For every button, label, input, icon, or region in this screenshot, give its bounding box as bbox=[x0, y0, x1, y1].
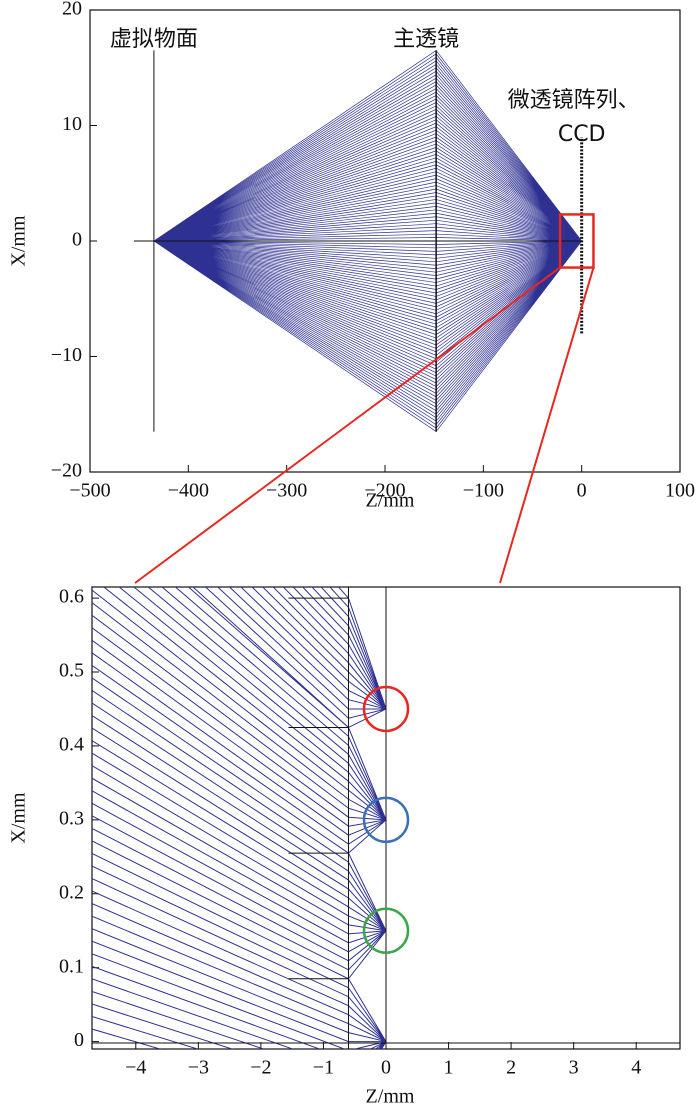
zoom-box bbox=[558, 213, 595, 269]
y-tick-label: 0.3 bbox=[59, 807, 84, 829]
x-tick-label: 3 bbox=[569, 1057, 579, 1079]
y-axis-label: X/mm bbox=[8, 792, 30, 844]
x-tick-label: −300 bbox=[266, 480, 307, 502]
zoom-connector bbox=[134, 266, 561, 584]
y-tick-label: 10 bbox=[62, 113, 82, 135]
x-tick-label: −500 bbox=[69, 480, 110, 502]
x-tick-label: 0 bbox=[577, 480, 587, 502]
rays bbox=[92, 587, 387, 1049]
x-tick-label: −1 bbox=[313, 1057, 334, 1079]
sensor-label: CCD bbox=[558, 122, 606, 147]
x-axis-label: Z/mm bbox=[366, 490, 415, 512]
focus-circle bbox=[362, 907, 410, 954]
x-tick-label: 100 bbox=[665, 480, 695, 502]
y-tick-label: −10 bbox=[51, 344, 82, 366]
x-tick-label: −2 bbox=[250, 1057, 271, 1079]
focus-circle bbox=[362, 796, 410, 844]
x-tick-label: −400 bbox=[168, 480, 209, 502]
y-tick-label: 0 bbox=[72, 229, 82, 251]
x-axis-label: Z/mm bbox=[366, 1086, 415, 1108]
main-lens-label: 主透镜 bbox=[393, 27, 459, 52]
ray-bundle bbox=[92, 587, 387, 1049]
y-tick-label: 0.5 bbox=[59, 660, 84, 682]
y-tick-label: 0.4 bbox=[59, 734, 84, 756]
x-tick-label: −200 bbox=[364, 480, 405, 502]
y-axis-label: X/mm bbox=[8, 215, 30, 267]
x-tick-label: 1 bbox=[444, 1057, 454, 1079]
x-tick-label: −4 bbox=[125, 1057, 146, 1079]
y-tick-label: 0 bbox=[74, 1029, 84, 1051]
x-tick-label: 2 bbox=[506, 1057, 516, 1079]
y-tick-label: 20 bbox=[62, 0, 82, 20]
y-tick-label: −20 bbox=[51, 460, 82, 482]
sensor-label: 微透镜阵列、 bbox=[508, 88, 640, 113]
x-tick-label: 0 bbox=[381, 1057, 391, 1079]
focus-circle bbox=[362, 685, 410, 733]
y-tick-label: 0.6 bbox=[59, 586, 84, 608]
y-tick-label: 0.2 bbox=[59, 881, 84, 903]
y-tick-label: 0.1 bbox=[59, 955, 84, 977]
object-plane-label: 虚拟物面 bbox=[110, 27, 198, 52]
x-tick-label: −3 bbox=[188, 1057, 209, 1079]
x-tick-label: 4 bbox=[631, 1057, 641, 1079]
x-tick-label: −100 bbox=[463, 480, 504, 502]
zoom-connector bbox=[499, 267, 595, 584]
